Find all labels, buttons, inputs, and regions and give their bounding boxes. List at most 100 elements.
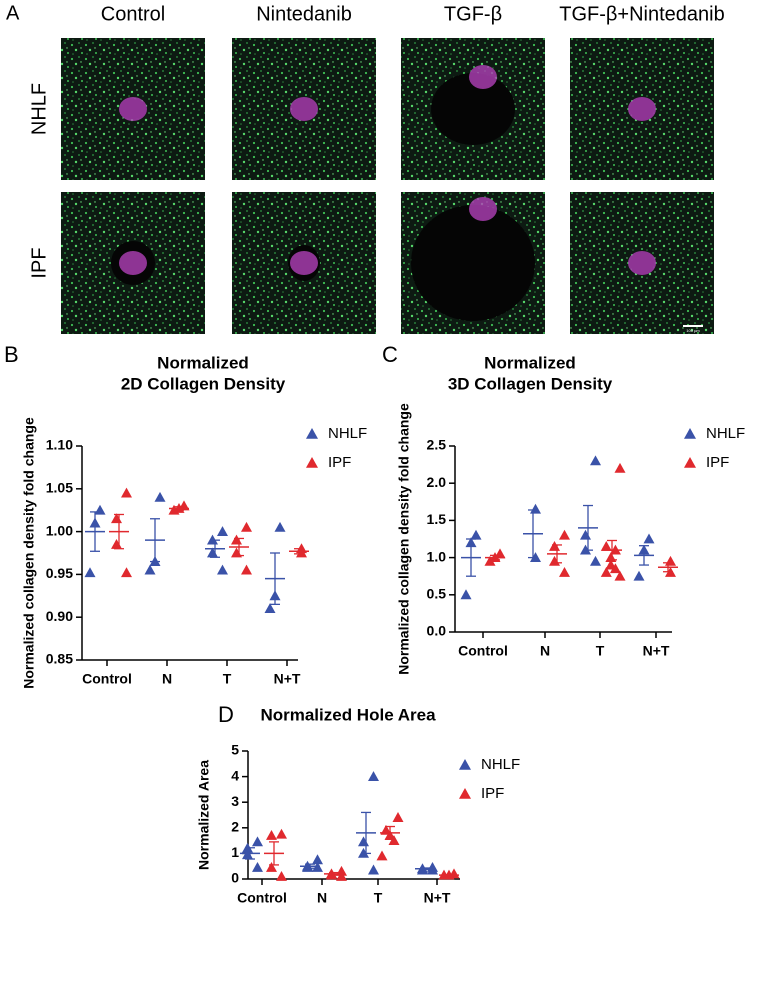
data-point (368, 771, 379, 781)
data-point (580, 529, 591, 540)
column-label: Control (101, 3, 165, 25)
data-point (252, 861, 263, 872)
panel-letter: D (218, 702, 234, 727)
row-label: NHLF (28, 83, 50, 135)
x-tick-label: N+T (274, 671, 301, 687)
y-tick-label: 4 (231, 767, 239, 783)
data-point (530, 503, 541, 514)
legend-marker (684, 428, 696, 439)
cell-cluster (628, 97, 656, 121)
data-point (336, 870, 347, 881)
x-tick-label: Control (458, 643, 508, 659)
y-tick-label: 0.95 (46, 565, 73, 581)
cell-cluster (119, 251, 147, 275)
y-axis-label: Normalized collagen density fold change (396, 403, 412, 675)
data-point (376, 850, 388, 861)
y-tick-label: 0.85 (46, 651, 73, 667)
data-point (614, 462, 626, 473)
data-point (276, 828, 287, 839)
chart-title: 2D Collagen Density (121, 374, 286, 393)
x-tick-label: Control (82, 671, 132, 687)
data-point (633, 570, 645, 581)
cell-cluster (119, 97, 147, 121)
row-label: IPF (28, 247, 50, 278)
data-point (252, 836, 263, 847)
x-tick-label: N (540, 643, 550, 659)
data-point (241, 564, 252, 575)
cell-cluster (469, 197, 497, 221)
y-tick-label: 2.0 (427, 474, 447, 490)
y-tick-label: 3 (231, 793, 239, 809)
data-point (549, 555, 560, 566)
data-point (241, 521, 252, 532)
x-tick-label: T (596, 643, 605, 659)
chart-title: 3D Collagen Density (448, 374, 613, 393)
data-point (266, 861, 277, 872)
y-axis-label: Normalized Area (196, 760, 212, 870)
data-point (388, 835, 400, 845)
data-point (121, 487, 132, 498)
data-point (600, 540, 612, 551)
data-point (665, 555, 676, 566)
data-point (643, 533, 655, 544)
legend-marker (459, 788, 471, 799)
legend-label: NHLF (481, 756, 520, 773)
x-tick-label: N+T (643, 643, 670, 659)
data-point (600, 566, 612, 577)
data-point (470, 529, 482, 540)
cell-cluster (469, 65, 497, 89)
data-point (276, 870, 287, 881)
legend-label: IPF (481, 785, 504, 802)
data-point (590, 455, 601, 466)
x-tick-label: N (317, 890, 327, 906)
data-point (312, 854, 323, 865)
chart-title: Normalized (157, 353, 249, 372)
data-point (111, 538, 122, 549)
legend-marker (684, 457, 696, 468)
y-tick-label: 2 (231, 819, 239, 835)
hole (431, 73, 515, 145)
legend-marker (306, 428, 318, 439)
x-tick-label: N+T (424, 890, 451, 906)
y-tick-label: 1 (231, 844, 239, 860)
y-tick-label: 0 (231, 870, 239, 886)
data-point (154, 491, 166, 502)
y-tick-label: 1.0 (427, 548, 447, 564)
data-point (614, 570, 626, 581)
y-axis-label: Normalized collagen density fold change (21, 417, 37, 689)
hole (411, 205, 535, 321)
cell-cluster (628, 251, 656, 275)
data-point (217, 526, 228, 536)
y-tick-label: 0.90 (46, 608, 73, 624)
data-point (460, 589, 472, 600)
data-point (274, 521, 286, 532)
data-point (358, 836, 369, 847)
panel-letter: A (6, 2, 20, 24)
x-tick-label: T (223, 671, 232, 687)
legend-marker (306, 457, 318, 468)
data-point (266, 829, 277, 840)
cell-cluster (290, 251, 318, 275)
cell-cluster (290, 97, 318, 121)
data-point (296, 547, 307, 558)
panel-letter: B (4, 342, 19, 367)
y-tick-label: 0.5 (427, 586, 447, 602)
y-tick-label: 1.10 (46, 437, 73, 453)
legend-label: IPF (328, 454, 351, 471)
data-point (590, 555, 601, 566)
chart-title: Normalized Hole Area (260, 705, 436, 724)
data-point (144, 564, 156, 575)
data-point (264, 603, 276, 614)
data-point (368, 864, 379, 875)
y-tick-label: 1.5 (427, 511, 447, 527)
y-tick-label: 2.5 (427, 437, 447, 453)
data-point (217, 564, 228, 575)
column-label: TGF-β+Nintedanib (559, 3, 724, 25)
data-point (609, 563, 621, 574)
scale-bar-label: 100 µm (686, 328, 700, 333)
data-point (94, 504, 106, 515)
data-point (84, 567, 96, 578)
data-point (121, 567, 132, 578)
data-point (559, 566, 570, 577)
